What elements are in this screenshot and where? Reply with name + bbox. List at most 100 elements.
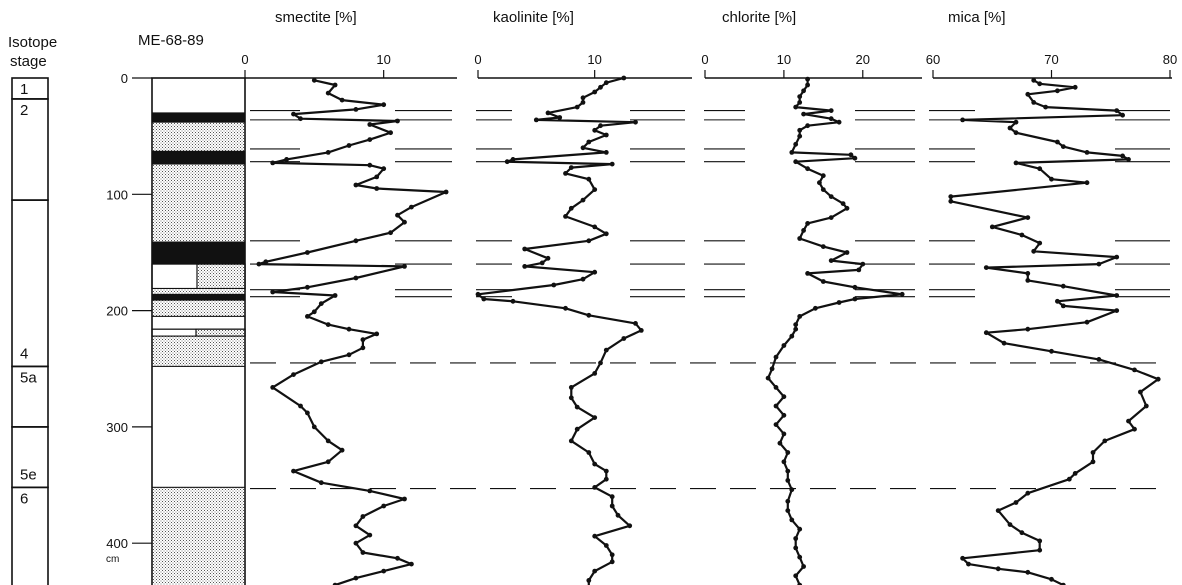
- smectite-point: [395, 556, 400, 561]
- kaolinite-point: [592, 128, 597, 133]
- chlorite-point: [829, 215, 834, 220]
- stage-box-4: [12, 200, 48, 366]
- smectite-point: [326, 91, 331, 96]
- chlorite-point: [797, 134, 802, 139]
- isotope-stage-boxes: 1 2 4 5a 5e 6: [12, 78, 48, 585]
- chlorite-point: [801, 112, 806, 117]
- depth-tick-label-100: 100: [106, 187, 128, 202]
- smectite-tick-label-10: 10: [376, 52, 390, 67]
- lithology-band-split-dotted: [196, 329, 245, 336]
- kaolinite-point: [633, 120, 638, 125]
- kaolinite-point: [610, 559, 615, 564]
- kaolinite-point: [557, 115, 562, 120]
- chlorite-point: [805, 83, 810, 88]
- kaolinite-point: [592, 485, 597, 490]
- kaolinite-point: [569, 385, 574, 390]
- kaolinite-point: [604, 150, 609, 155]
- mica-point: [1061, 304, 1066, 309]
- smectite-point: [270, 161, 275, 166]
- stage-label-5e: 5e: [20, 466, 37, 483]
- chlorite-point: [805, 166, 810, 171]
- mica-point: [1055, 299, 1060, 304]
- chlorite-point: [856, 268, 861, 273]
- mica-point: [1126, 419, 1131, 424]
- mica-point: [1031, 249, 1036, 254]
- smectite-point: [305, 250, 310, 255]
- smectite-point: [354, 523, 359, 528]
- chlorite-point: [785, 508, 790, 513]
- chlorite-point: [789, 518, 794, 523]
- smectite-tick-label-0: 0: [241, 52, 248, 67]
- mica-point: [1156, 377, 1161, 382]
- kaolinite-point: [592, 371, 597, 376]
- kaolinite-point: [476, 292, 481, 297]
- mica-point: [960, 118, 965, 123]
- kaolinite-point: [592, 534, 597, 539]
- stage-label-5a: 5a: [20, 369, 37, 386]
- smectite-point: [340, 98, 345, 103]
- smectite-point: [361, 514, 366, 519]
- smectite-point: [367, 489, 372, 494]
- chlorite-point: [817, 180, 822, 185]
- smectite-point: [319, 480, 324, 485]
- kaolinite-point: [563, 214, 568, 219]
- chlorite-point: [821, 187, 826, 192]
- mica-point: [990, 225, 995, 230]
- lithology-band-blank: [152, 78, 245, 113]
- kaolinite-point: [610, 494, 615, 499]
- smectite-point: [291, 469, 296, 474]
- mica-point: [966, 562, 971, 567]
- chlorite-point: [793, 322, 798, 327]
- smectite-point: [402, 220, 407, 225]
- depth-tick-label-400: 400: [106, 536, 128, 551]
- mica-point: [1031, 100, 1036, 105]
- mica-point: [984, 265, 989, 270]
- smectite-point: [374, 332, 379, 337]
- smectite-point: [354, 107, 359, 112]
- kaolinite-point: [546, 111, 551, 116]
- smectite-point: [312, 78, 317, 83]
- kaolinite-point: [546, 256, 551, 261]
- kaolinite-point: [575, 405, 580, 410]
- smectite-point: [395, 213, 400, 218]
- smectite-point: [257, 262, 262, 267]
- smectite-point: [291, 112, 296, 117]
- lithology-band-dotted: [152, 164, 245, 242]
- smectite-point: [312, 425, 317, 430]
- smectite-point: [381, 102, 386, 107]
- chlorite-point: [766, 376, 771, 381]
- lithology-band-blank: [152, 316, 245, 329]
- mica-point: [1002, 341, 1007, 346]
- kaolinite-point: [563, 306, 568, 311]
- stage-label-4: 4: [20, 345, 28, 362]
- chlorite-point: [845, 250, 850, 255]
- smectite-point: [347, 143, 352, 148]
- smectite-point: [284, 157, 289, 162]
- chlorite-point: [797, 314, 802, 319]
- chlorite-tick-label-20: 20: [856, 52, 870, 67]
- kaolinite-point: [592, 187, 597, 192]
- chlorite-point: [837, 120, 842, 125]
- stage-label-1: 1: [20, 81, 28, 98]
- mica-point: [1025, 278, 1030, 283]
- mica-point: [1025, 215, 1030, 220]
- chlorite-point: [770, 366, 775, 371]
- smectite-point: [326, 459, 331, 464]
- kaolinite-point: [581, 198, 586, 203]
- kaolinite-point: [604, 477, 609, 482]
- smectite-point: [347, 327, 352, 332]
- mica-point: [1014, 130, 1019, 135]
- kaolinite-point: [581, 95, 586, 100]
- smectite-point: [270, 385, 275, 390]
- kaolinite-point: [621, 76, 626, 81]
- chlorite-point: [801, 228, 806, 233]
- chlorite-point: [793, 573, 798, 578]
- smectite-point: [388, 230, 393, 235]
- chlorite-point: [782, 413, 787, 418]
- chlorite-point: [853, 285, 858, 290]
- smectite-point: [326, 150, 331, 155]
- smectite-point: [367, 533, 372, 538]
- chlorite-point: [785, 478, 790, 483]
- mica-point: [1114, 108, 1119, 113]
